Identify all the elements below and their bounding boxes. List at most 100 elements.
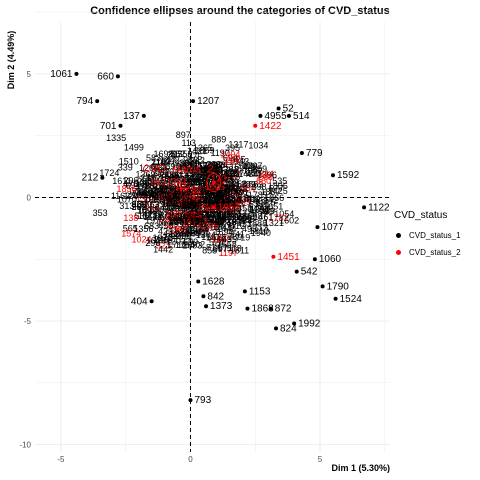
point-label: 701	[100, 121, 117, 132]
cloud-label-black: 1943	[229, 156, 249, 166]
cloud-label-black: 1709	[199, 163, 219, 173]
cloud-label-black: 1211	[183, 161, 202, 171]
cloud-label-black: 1796	[235, 212, 255, 222]
cloud-label-black: 435	[217, 194, 232, 204]
cloud-label-black: 122	[199, 215, 214, 225]
cloud-label-black: 402	[167, 212, 182, 222]
cloud-label-black: 292	[184, 201, 199, 211]
cloud-label-black: 679	[159, 210, 174, 220]
cloud-label-black: 1707	[216, 197, 236, 207]
point-cvd-status-1	[320, 284, 325, 289]
cloud-label-black: 975	[187, 152, 202, 162]
cloud-label-black: 105	[225, 206, 240, 216]
cloud-label-black: 1359	[168, 216, 188, 226]
cloud-label-black: 1027	[204, 161, 224, 171]
cloud-label-black: 800	[201, 185, 216, 195]
cloud-label-black: 1618	[199, 223, 219, 233]
cloud-label-black: 697	[213, 244, 228, 254]
cloud-label-black: 422	[145, 173, 160, 183]
cloud-label-black: 1810	[249, 226, 269, 236]
cloud-label-black: 536	[135, 211, 150, 221]
cloud-label-black: 230	[180, 226, 195, 236]
cloud-label-black: 1269	[206, 199, 226, 209]
cloud-label-black: 211	[176, 192, 190, 202]
cloud-label-black: 423	[161, 198, 176, 208]
cloud-label-black: 141	[209, 199, 224, 209]
cloud-label-red: 922	[177, 181, 192, 191]
cloud-label-black: 1706	[128, 186, 148, 196]
cloud-label-black: 721	[153, 162, 168, 172]
cloud-label-black: 458	[237, 204, 252, 214]
cloud-label-black: 194	[207, 163, 222, 173]
cloud-label-red: 1197	[219, 248, 238, 258]
cloud-label-black: 1332	[200, 190, 220, 200]
cloud-label-black: 1183	[158, 196, 177, 206]
cloud-label-black: 1763	[139, 199, 159, 209]
cloud-label-black: 1388	[219, 164, 239, 174]
cloud-label-black: 1651	[263, 202, 283, 212]
cloud-label-black: 1353	[206, 192, 226, 202]
cloud-label-black: 322	[211, 211, 226, 221]
cloud-label-black: 1403	[248, 196, 268, 206]
cloud-label-black: 434	[182, 199, 197, 209]
cloud-label-black: 1543	[174, 199, 194, 209]
cloud-label-black: 1604	[230, 162, 250, 172]
cloud-label-red: 1782	[269, 213, 289, 223]
cloud-label-black: 1611	[112, 176, 131, 186]
cloud-label-black: 1371	[138, 211, 158, 221]
cloud-label-black: 1416	[206, 232, 226, 242]
point-label: 779	[306, 148, 323, 159]
cloud-label-black: 859	[252, 164, 267, 174]
cloud-label-black: 240	[226, 204, 241, 214]
cloud-label-red: 268	[258, 172, 273, 182]
chart-title: Confidence ellipses around the categorie…	[90, 5, 390, 17]
cloud-label-red: 845	[185, 210, 200, 220]
cloud-label-black: 694	[223, 153, 238, 163]
point-cvd-status-1	[100, 175, 105, 180]
cloud-label-black: 891	[178, 231, 193, 241]
cloud-label-black: 1661	[158, 184, 178, 194]
cloud-label-red: 343	[232, 184, 247, 194]
cloud-label-black: 423	[158, 227, 173, 237]
point-label: 842	[207, 291, 224, 302]
cloud-label-black: 149	[179, 187, 194, 197]
cloud-label-black: 1790	[206, 214, 226, 224]
point-cvd-status-1	[141, 113, 146, 118]
point-label: 514	[293, 111, 310, 122]
cloud-label-black: 1038	[221, 196, 241, 206]
cloud-label-black: 789	[213, 211, 228, 221]
cloud-label-black: 1165	[215, 209, 234, 219]
cloud-label-black: 1840	[215, 199, 235, 209]
cloud-label-black: 1000	[155, 192, 175, 202]
cloud-label-black: 885	[185, 228, 200, 238]
legend-label-cvd-status-2: CVD_status_2	[409, 248, 461, 257]
cloud-label-red: 120	[211, 174, 226, 184]
cloud-label-black: 700	[204, 172, 219, 182]
cloud-label-black: 1054	[171, 191, 191, 201]
cloud-label-black: 713	[253, 223, 268, 233]
cloud-label-black: 1643	[207, 213, 227, 223]
cloud-label-black: 1389	[172, 213, 192, 223]
cloud-label-red: 496	[180, 200, 195, 210]
cloud-label-black: 157	[183, 178, 198, 188]
cloud-label-black: 1163	[136, 182, 155, 192]
cloud-label-red: 1202	[218, 199, 238, 209]
cloud-label-black: 699	[172, 201, 187, 211]
cloud-label-black: 1996	[160, 185, 180, 195]
point-cvd-status-1	[95, 99, 100, 104]
cloud-label-black: 1843	[212, 174, 232, 184]
legend-item-cvd-status-1: CVD_status_1	[394, 227, 461, 244]
cloud-label-black: 1335	[106, 133, 126, 143]
cloud-label-black: 1480	[214, 182, 234, 192]
cloud-label-black: 1979	[152, 195, 172, 205]
cloud-label-red: 1494	[220, 150, 240, 160]
cloud-label-black: 1269	[139, 163, 159, 173]
cloud-label-black: 425	[231, 155, 246, 165]
cloud-label-black: 204	[187, 206, 202, 216]
cloud-label-black: 990	[169, 174, 184, 184]
point-label: 793	[194, 395, 211, 406]
cloud-label-black: 694	[203, 197, 218, 207]
point-label: 404	[131, 296, 148, 307]
cloud-label-black: 1039	[192, 198, 212, 208]
point-label: 872	[275, 304, 292, 315]
